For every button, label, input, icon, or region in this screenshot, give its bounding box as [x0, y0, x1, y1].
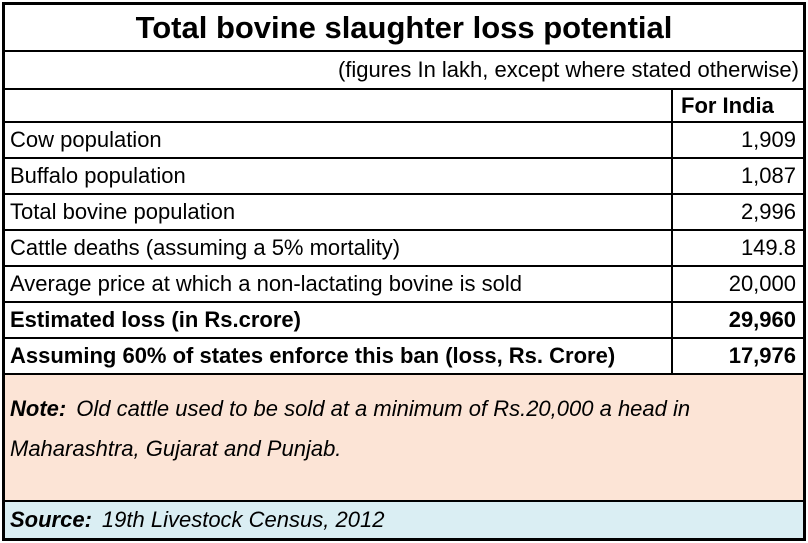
row-value: 1,909 — [671, 123, 803, 157]
row-label: Total bovine population — [10, 199, 236, 224]
source-text: 19th Livestock Census, 2012 — [101, 507, 385, 532]
row-value: 17,976 — [671, 339, 803, 373]
table-row: Buffalo population 1,087 — [5, 159, 803, 195]
note-block: Note: Old cattle used to be sold at a min… — [5, 375, 803, 502]
table-row: Total bovine population 2,996 — [5, 195, 803, 231]
header-value-cell: For India — [671, 90, 803, 121]
table-subtitle: (figures In lakh, except where stated ot… — [5, 52, 803, 90]
table-row: Cattle deaths (assuming a 5% mortality) … — [5, 231, 803, 267]
source-label: Source: — [10, 507, 92, 532]
row-value: 1,087 — [671, 159, 803, 193]
row-value: 29,960 — [671, 303, 803, 337]
row-value: 149.8 — [671, 231, 803, 265]
page-title: Total bovine slaughter loss potential — [5, 5, 803, 52]
note-text: Old cattle used to be sold at a minimum … — [10, 396, 691, 461]
table-header-row: For India — [5, 90, 803, 123]
table-row-estimated-loss: Estimated loss (in Rs.crore) 29,960 — [5, 303, 803, 339]
row-value: 2,996 — [671, 195, 803, 229]
header-label-cell — [5, 90, 671, 121]
row-label: Buffalo population — [10, 163, 186, 188]
row-label: Cattle deaths (assuming a 5% mortality) — [10, 235, 401, 260]
row-label: Assuming 60% of states enforce this ban … — [10, 343, 616, 368]
row-label: Estimated loss (in Rs.crore) — [10, 307, 301, 332]
table-row: Average price at which a non-lactating b… — [5, 267, 803, 303]
source-row: Source: 19th Livestock Census, 2012 — [5, 502, 803, 538]
table-row: Cow population 1,909 — [5, 123, 803, 159]
note-label: Note: — [10, 396, 67, 421]
row-label: Cow population — [10, 127, 162, 152]
row-value: 20,000 — [671, 267, 803, 301]
row-label: Average price at which a non-lactating b… — [10, 271, 523, 296]
table-row-enforced-loss: Assuming 60% of states enforce this ban … — [5, 339, 803, 375]
